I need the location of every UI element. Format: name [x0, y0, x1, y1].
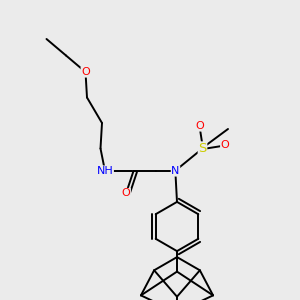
- Text: O: O: [220, 140, 230, 151]
- Text: O: O: [122, 188, 130, 199]
- Text: O: O: [81, 67, 90, 77]
- Text: N: N: [171, 166, 180, 176]
- Text: S: S: [198, 142, 207, 155]
- Text: NH: NH: [97, 166, 113, 176]
- Text: O: O: [195, 121, 204, 131]
